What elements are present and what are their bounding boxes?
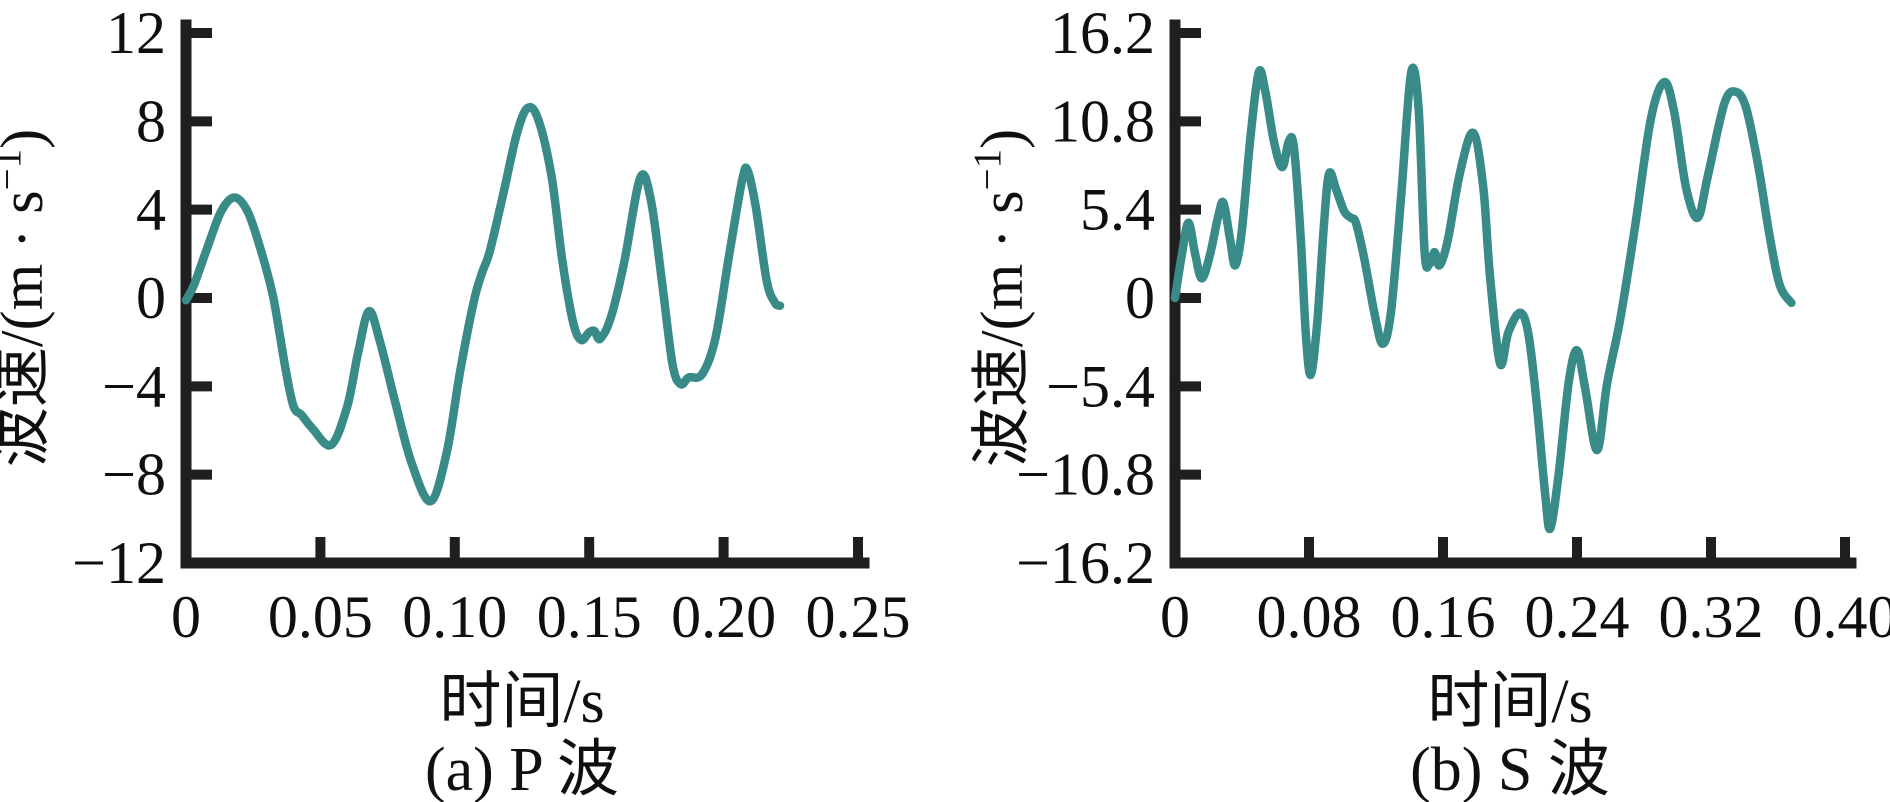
y-tick-label: −12 [72, 530, 166, 596]
y-tick-label: −5.4 [1046, 353, 1155, 419]
y-tick-label: 0 [1125, 265, 1155, 331]
s-wave-chart: −16.2 −10.8 −5.4 0 5.4 10.8 16.2 0 0.08 0.16 0.24 0… [966, 0, 1890, 802]
y-tick-label: −4 [102, 353, 166, 419]
y-axis-title: 波速/(m · s−1) [966, 129, 1035, 467]
y-tick-label: 12 [106, 0, 166, 66]
chart-caption: (b) S 波 [1410, 736, 1610, 802]
y-tick-label: 4 [136, 177, 166, 243]
x-tick-label: 0.08 [1257, 584, 1362, 650]
x-tick-label: 0.15 [537, 584, 642, 650]
y-tick-label: −10.8 [1016, 442, 1155, 508]
chart-caption: (a) P 波 [425, 736, 619, 802]
y-tick-label: 0 [136, 265, 166, 331]
x-tick-label: 0.32 [1659, 584, 1764, 650]
x-axis-title: 时间/s [1427, 668, 1592, 736]
x-tick-label: 0.20 [671, 584, 776, 650]
p-wave-chart: −12 −8 −4 0 4 8 12 0 0.05 0.10 0.15 0.20 0.25 波速/(m ·… [0, 0, 911, 802]
x-tick-label: 0.05 [268, 584, 373, 650]
p-wave-chart-panel: −12 −8 −4 0 4 8 12 0 0.05 0.10 0.15 0.20 0.25 波速/(m ·… [0, 0, 911, 802]
x-tick-label: 0.40 [1793, 584, 1890, 650]
p-wave-line [181, 102, 785, 506]
x-tick-label: 0.10 [402, 584, 507, 650]
s-wave-line [1170, 63, 1796, 534]
x-tick-label: 0.24 [1525, 584, 1630, 650]
y-tick-label: −16.2 [1016, 530, 1155, 596]
x-tick-label: 0 [1160, 584, 1190, 650]
x-axis-title: 时间/s [439, 668, 604, 736]
y-tick-label: 10.8 [1050, 88, 1155, 154]
y-axis-title: 波速/(m · s−1) [0, 129, 55, 467]
y-tick-label: −8 [102, 442, 166, 508]
y-tick-label: 5.4 [1080, 177, 1155, 243]
x-tick-label: 0 [171, 584, 201, 650]
x-tick-label: 0.25 [806, 584, 911, 650]
y-tick-label: 8 [136, 88, 166, 154]
x-tick-label: 0.16 [1391, 584, 1496, 650]
s-wave-chart-panel: −16.2 −10.8 −5.4 0 5.4 10.8 16.2 0 0.08 0.16 0.24 0… [945, 0, 1890, 802]
y-tick-label: 16.2 [1050, 0, 1155, 66]
